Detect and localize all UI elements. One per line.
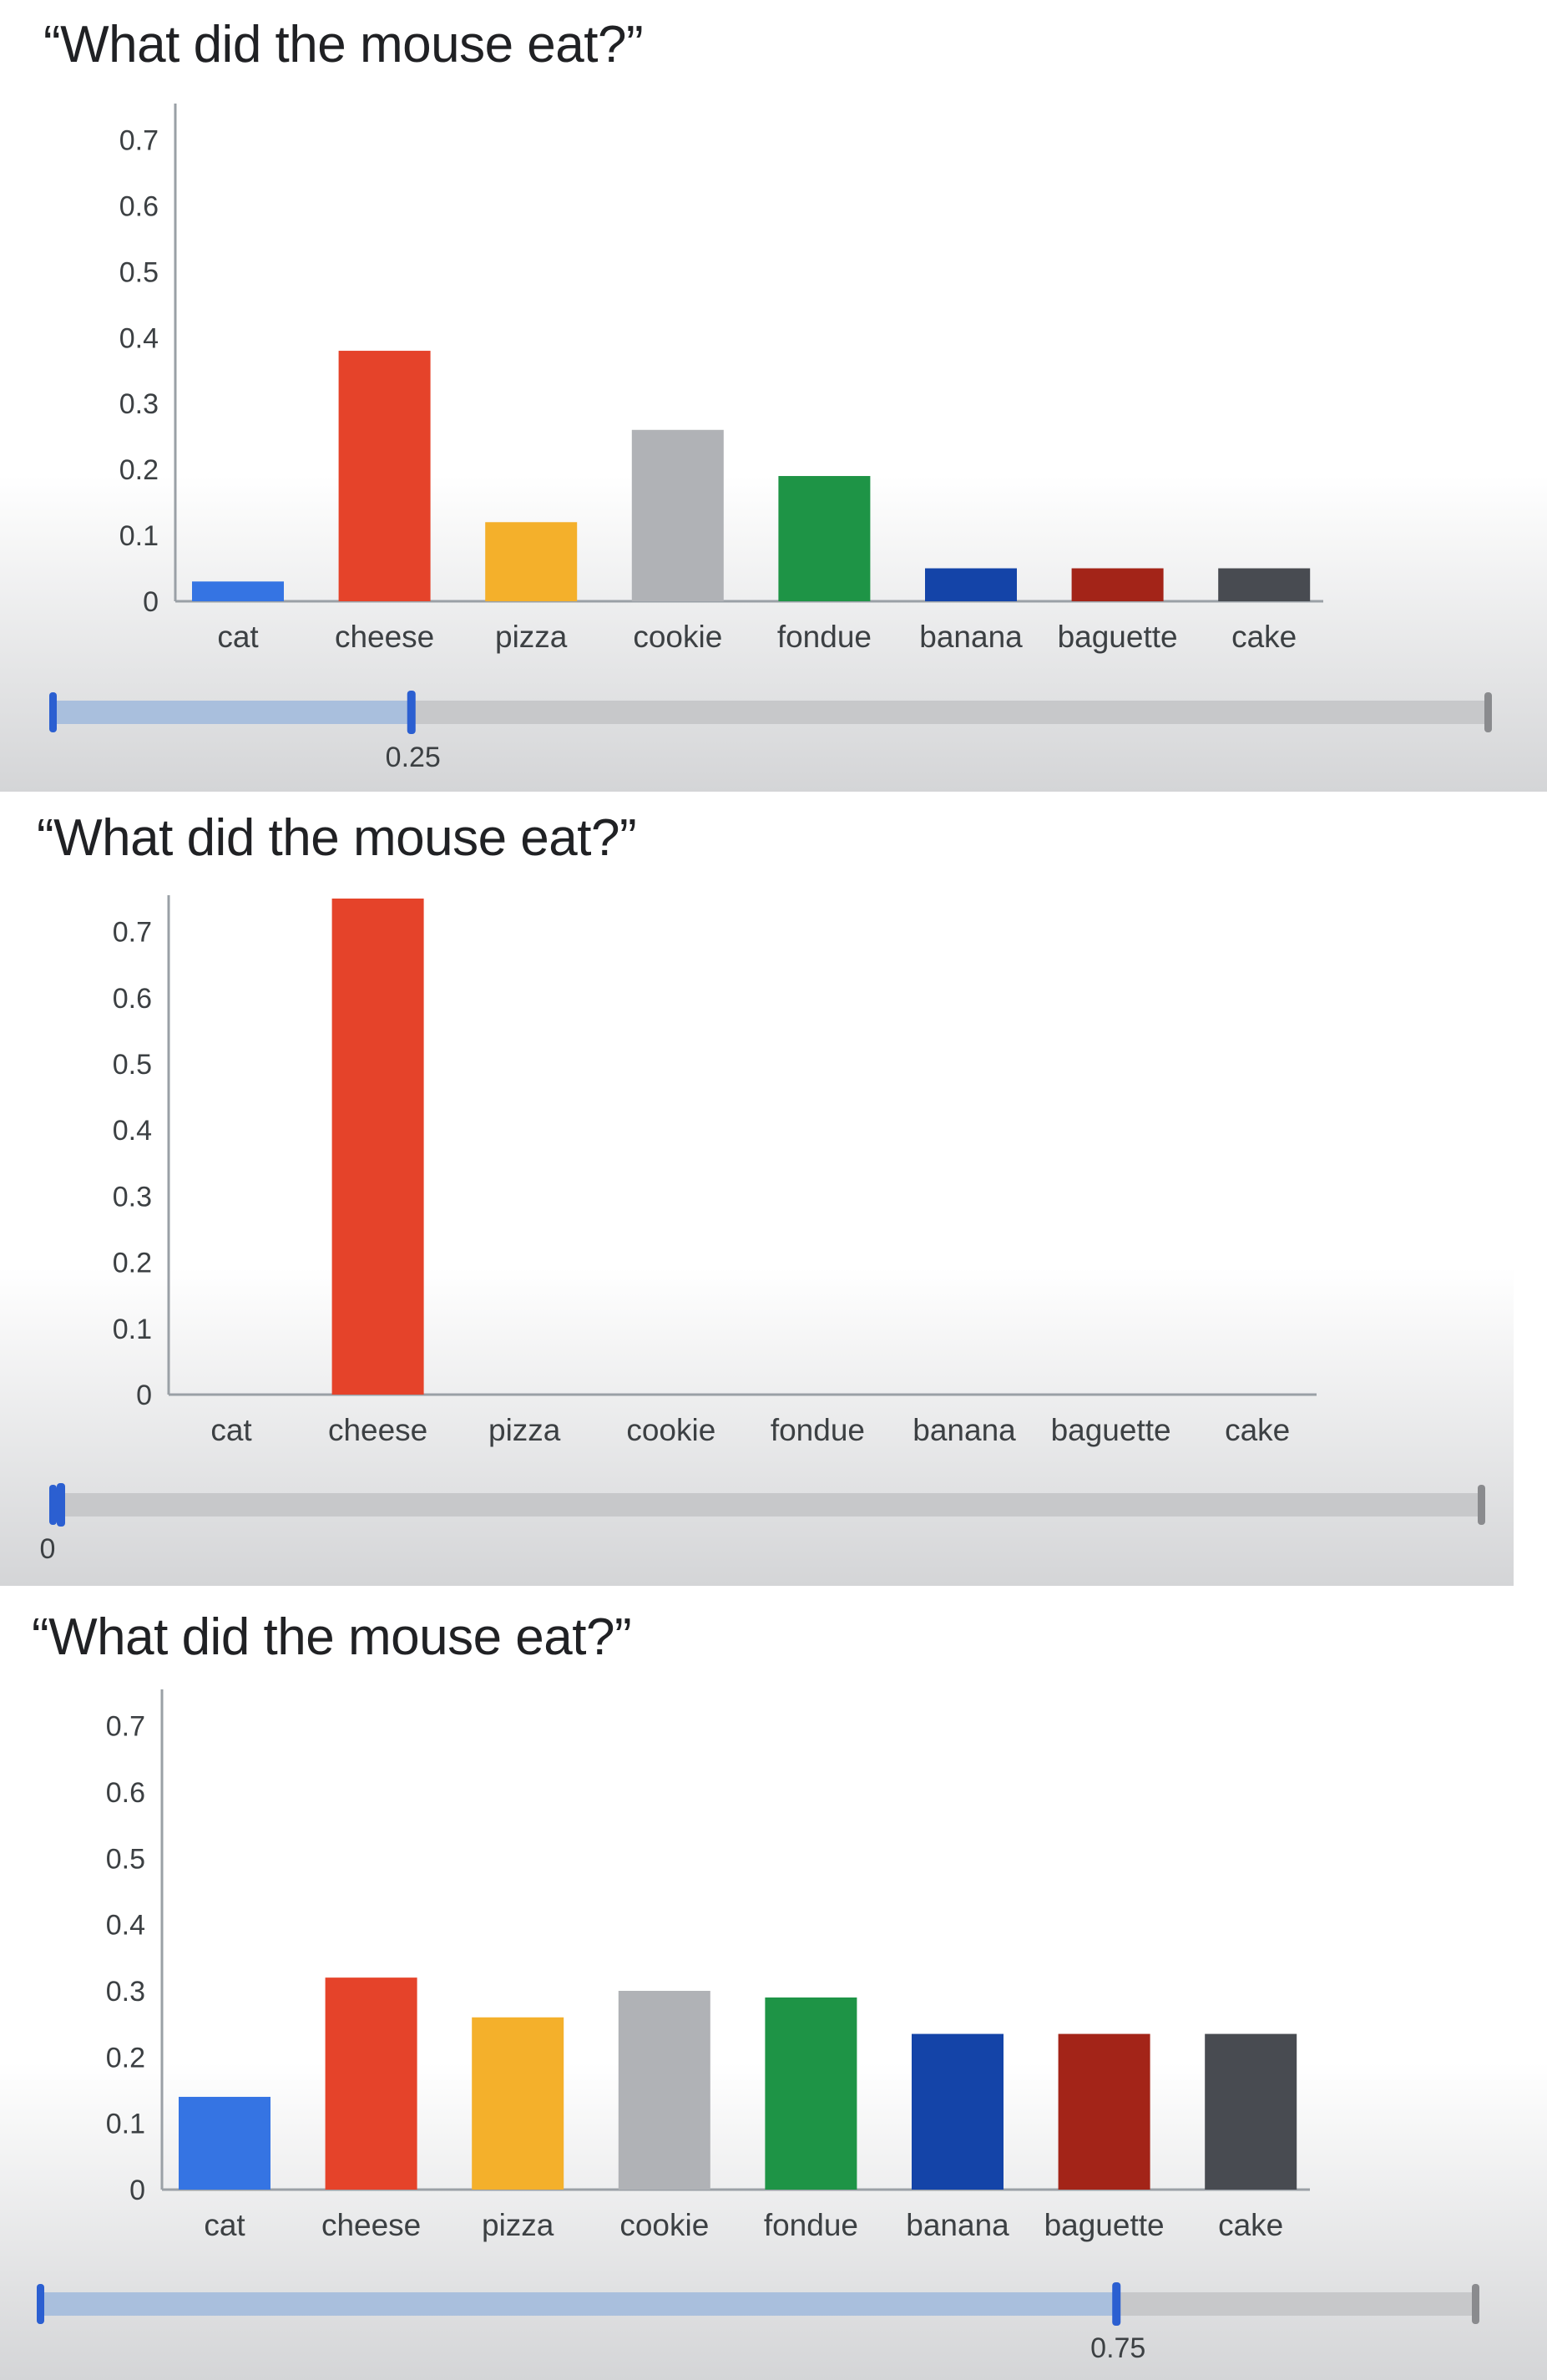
bar-cheese — [331, 899, 424, 1395]
y-tick-label: 0.5 — [113, 1049, 152, 1081]
probability-slider[interactable]: 0.25 — [0, 0, 1547, 792]
bar-baguette — [1071, 568, 1164, 601]
bar-banana — [925, 568, 1017, 601]
slider-handle[interactable] — [407, 691, 416, 734]
y-tick-label: 0.1 — [119, 520, 159, 552]
y-tick-label: 0 — [143, 586, 159, 618]
panel-background — [0, 0, 1547, 792]
chart-title: “What did the mouse eat?” — [37, 809, 637, 867]
bar-fondue — [778, 476, 871, 601]
x-category-label: cheese — [321, 2208, 421, 2242]
bar-pizza — [472, 2017, 564, 2190]
chart-panel-3: “What did the mouse eat?” 0 0.1 0.2 0.3 0.4 0… — [0, 1586, 1547, 2380]
bar-cookie — [631, 429, 724, 601]
x-category-label: fondue — [771, 1413, 865, 1447]
panel-background — [0, 1586, 1547, 2380]
x-category-label: cheese — [328, 1413, 427, 1447]
x-category-label: cake — [1225, 1413, 1290, 1447]
slider-value-label: 0.75 — [1090, 2332, 1145, 2364]
slider-handle[interactable] — [1112, 2282, 1121, 2326]
y-tick-label: 0.7 — [119, 124, 159, 156]
bar-chart: 0 0.1 0.2 0.3 0.4 0.5 0.6 0.7 cat cheese pizza cook… — [119, 104, 1323, 654]
y-tick-label: 0.6 — [106, 1777, 145, 1809]
chart-panel-1: “What did the mouse eat?” 0 0.1 0.2 0.3 0.4 0… — [0, 0, 1547, 792]
y-tick-label: 0.3 — [113, 1181, 152, 1213]
y-tick-label: 0.4 — [119, 322, 159, 354]
y-tick-label: 0.6 — [119, 190, 159, 222]
slider-start-cap — [49, 692, 57, 732]
y-tick-label: 0.2 — [106, 2042, 145, 2074]
probability-slider[interactable]: 0 — [0, 792, 1514, 1586]
x-category-label: pizza — [482, 2208, 554, 2242]
slider-value-label: 0 — [40, 1533, 56, 1565]
bar-cake — [1205, 2033, 1297, 2190]
x-category-label: baguette — [1044, 2208, 1165, 2242]
y-tick-label: 0.3 — [119, 388, 159, 420]
x-category-label: cat — [204, 2208, 245, 2242]
x-category-label: banana — [906, 2208, 1009, 2242]
slider-handle[interactable] — [57, 1483, 65, 1527]
slider-fill — [40, 2292, 1117, 2316]
x-category-label: fondue — [764, 2208, 858, 2242]
bar-fondue — [765, 1997, 857, 2190]
y-tick-label: 0.5 — [106, 1843, 145, 1875]
slider-value-label: 0.25 — [386, 742, 441, 773]
x-category-label: banana — [919, 620, 1023, 654]
slider-fill — [53, 701, 412, 724]
slider-end-cap — [1472, 2284, 1479, 2324]
chart-title: “What did the mouse eat?” — [43, 16, 644, 73]
bar-banana — [912, 2033, 1004, 2190]
slider-start-cap — [49, 1485, 57, 1525]
y-tick-label: 0.1 — [113, 1314, 152, 1345]
probability-slider[interactable]: 0.75 — [0, 1586, 1547, 2380]
y-tick-label: 0 — [136, 1380, 152, 1411]
slider-end-cap — [1484, 692, 1492, 732]
x-category-label: cookie — [619, 2208, 709, 2242]
bar-chart: 0 0.1 0.2 0.3 0.4 0.5 0.6 0.7 cat cheese pizza cook… — [113, 895, 1317, 1447]
y-tick-label: 0 — [129, 2175, 145, 2206]
y-tick-label: 0.2 — [119, 454, 159, 486]
x-category-label: baguette — [1058, 620, 1178, 654]
x-category-label: cheese — [335, 620, 434, 654]
y-tick-label: 0.3 — [106, 1976, 145, 2008]
x-category-label: cake — [1231, 620, 1297, 654]
x-category-label: banana — [913, 1413, 1016, 1447]
x-category-label: cat — [217, 620, 259, 654]
slider-start-cap — [37, 2284, 44, 2324]
x-category-label: fondue — [777, 620, 872, 654]
chart-title: “What did the mouse eat?” — [32, 1608, 632, 1666]
bar-cookie — [618, 1991, 710, 2190]
x-category-label: cat — [210, 1413, 252, 1447]
x-category-label: cookie — [633, 620, 722, 654]
y-tick-label: 0.1 — [106, 2109, 145, 2140]
bar-cat — [179, 2096, 270, 2190]
x-category-label: pizza — [488, 1413, 561, 1447]
bar-baguette — [1058, 2033, 1150, 2190]
panel-background — [0, 792, 1514, 1586]
x-category-label: cookie — [626, 1413, 715, 1447]
bar-cake — [1218, 568, 1311, 601]
y-tick-label: 0.4 — [113, 1115, 152, 1147]
y-tick-label: 0.6 — [113, 983, 152, 1015]
bar-cat — [192, 581, 284, 601]
slider-track[interactable] — [53, 1493, 1481, 1517]
x-category-label: cake — [1218, 2208, 1283, 2242]
y-tick-label: 0.7 — [113, 917, 152, 949]
slider-end-cap — [1478, 1485, 1485, 1525]
y-tick-label: 0.2 — [113, 1248, 152, 1279]
chart-panel-2: “What did the mouse eat?” 0 0.1 0.2 0.3 0.4 0… — [0, 792, 1514, 1586]
bar-cheese — [338, 351, 431, 601]
x-category-label: pizza — [495, 620, 568, 654]
y-tick-label: 0.4 — [106, 1910, 145, 1942]
y-tick-label: 0.7 — [106, 1711, 145, 1743]
bar-cheese — [325, 1977, 417, 2190]
y-tick-label: 0.5 — [119, 256, 159, 288]
x-category-label: baguette — [1051, 1413, 1171, 1447]
bar-pizza — [485, 522, 578, 601]
bar-chart: 0 0.1 0.2 0.3 0.4 0.5 0.6 0.7 cat cheese pizza cook… — [106, 1689, 1310, 2242]
